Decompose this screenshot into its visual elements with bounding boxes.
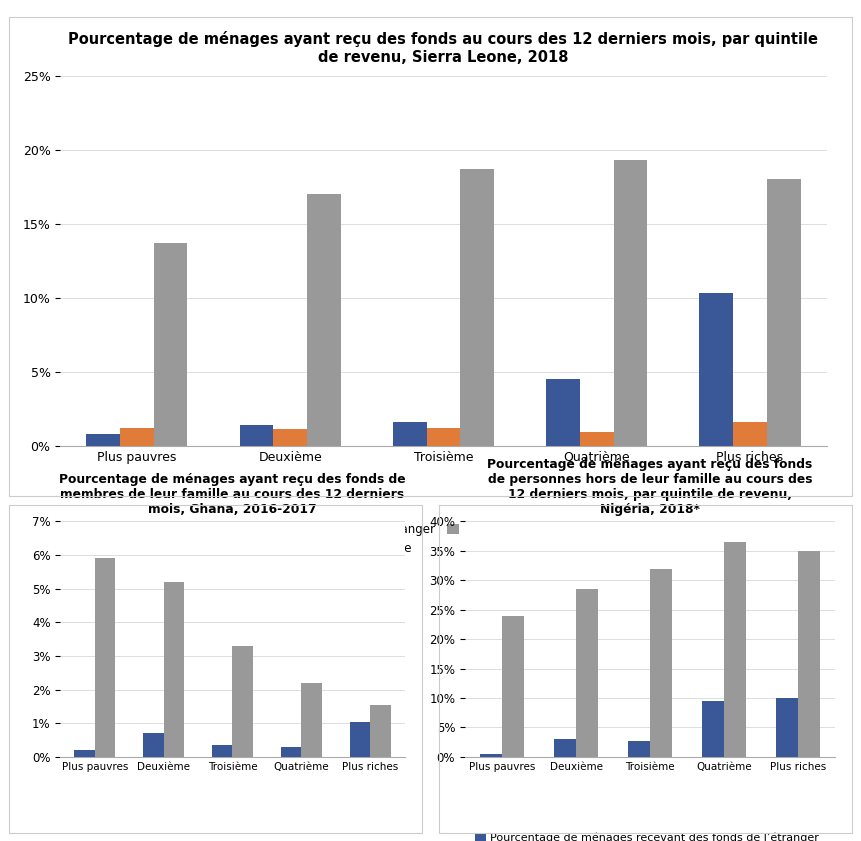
Legend: Pourcentage de ménages recevant des fonds de l’étranger, Pourcentage de ménages : Pourcentage de ménages recevant des fond… (66, 518, 813, 559)
Bar (480, 754, 502, 757)
Bar (614, 160, 647, 446)
Bar (154, 243, 188, 446)
Bar (301, 683, 322, 757)
Bar (776, 698, 798, 757)
Bar (273, 430, 307, 446)
Bar (74, 750, 95, 757)
Bar (95, 558, 115, 757)
Bar (699, 294, 733, 446)
Bar (393, 422, 426, 446)
Bar (164, 582, 184, 757)
Bar (461, 169, 494, 446)
Bar (281, 747, 301, 757)
Bar (426, 428, 461, 446)
Bar (546, 379, 579, 446)
Bar (579, 432, 614, 446)
Bar (650, 569, 672, 757)
Bar (576, 589, 598, 757)
Bar (798, 551, 821, 757)
Bar (239, 425, 273, 446)
Title: Pourcentage de ménages ayant reçu des fonds au cours des 12 derniers mois, par q: Pourcentage de ménages ayant reçu des fo… (68, 31, 819, 65)
Bar (628, 741, 650, 757)
Bar (724, 542, 746, 757)
Bar (212, 745, 232, 757)
Legend: Pourcentage de ménages recevant des fonds de l’étranger, Pourcentage de ménages : Pourcentage de ménages recevant des fond… (470, 828, 824, 841)
Bar (143, 733, 164, 757)
Legend: Pourcentage de ménages recevant des fonds de l’étranger, Pourcentage de ménages : Pourcentage de ménages recevant des fond… (65, 838, 419, 841)
Bar (767, 179, 801, 446)
Bar (307, 194, 341, 446)
Bar (350, 722, 370, 757)
Title: Pourcentage de ménages ayant reçu des fonds
de personnes hors de leur famille au: Pourcentage de ménages ayant reçu des fo… (487, 458, 813, 516)
Bar (733, 422, 767, 446)
Bar (502, 616, 524, 757)
Bar (120, 428, 154, 446)
Bar (702, 701, 724, 757)
Bar (554, 739, 576, 757)
Bar (370, 705, 391, 757)
Bar (232, 646, 253, 757)
Bar (86, 434, 120, 446)
Title: Pourcentage de ménages ayant reçu des fonds de
membres de leur famille au cours : Pourcentage de ménages ayant reçu des fo… (59, 473, 406, 516)
